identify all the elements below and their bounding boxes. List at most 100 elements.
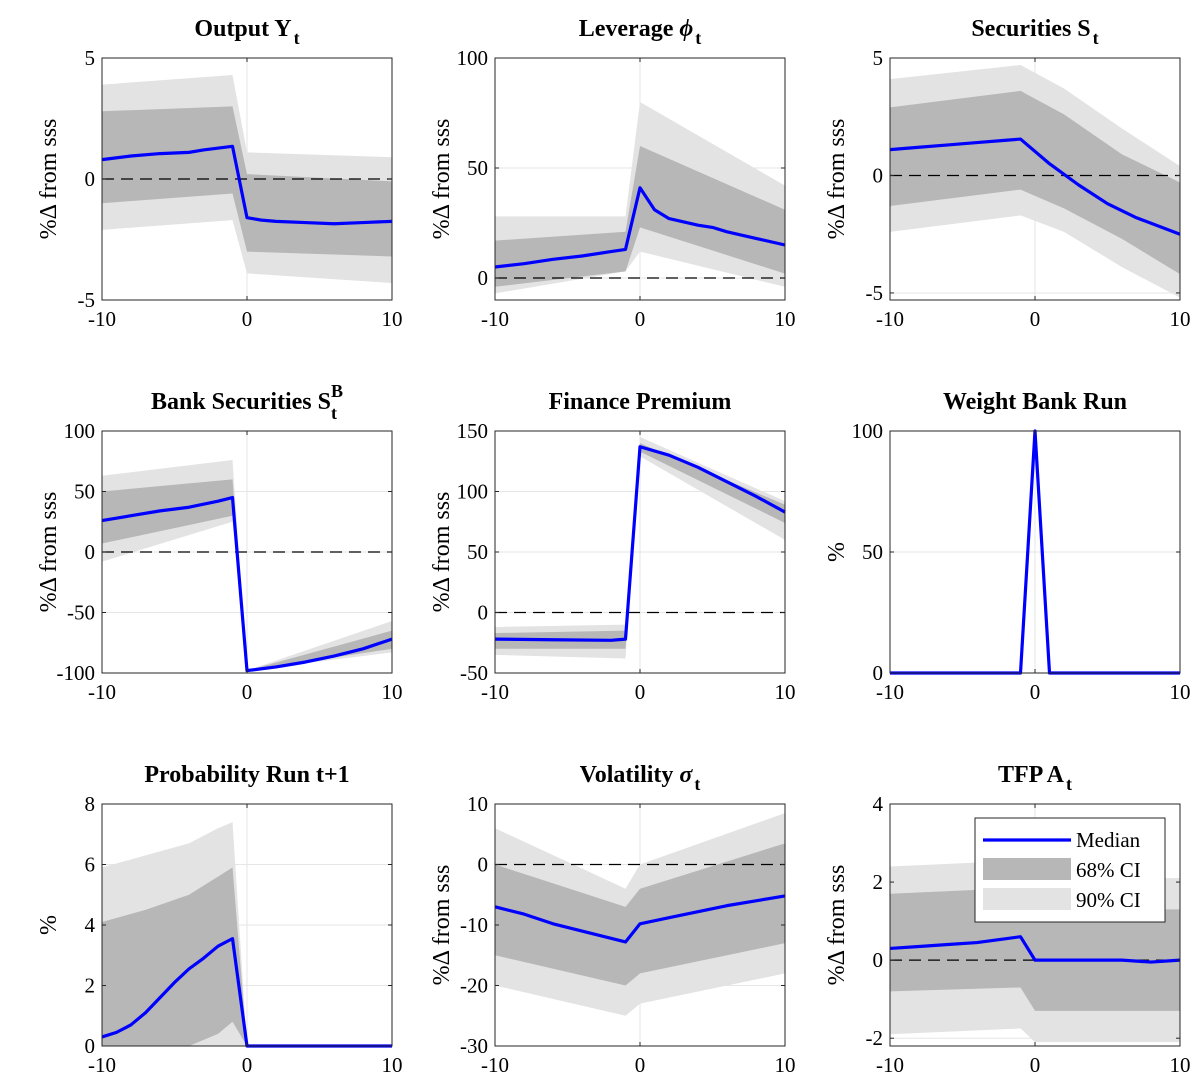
y-tick-label: -20 [460, 974, 488, 998]
y-tick-label: 0 [478, 266, 489, 290]
x-tick-label: -10 [88, 307, 116, 331]
x-tick-label: -10 [481, 1053, 509, 1077]
title-symbol: σ [679, 762, 693, 788]
y-tick-label: -10 [460, 913, 488, 937]
legend-ci90-swatch [983, 888, 1071, 910]
x-tick-label: -10 [481, 680, 509, 704]
ci68-band [102, 106, 392, 257]
x-tick-label: -10 [88, 680, 116, 704]
x-tick-label: 0 [635, 680, 646, 704]
x-tick-label: 10 [1170, 680, 1191, 704]
x-tick-label: 10 [1170, 1053, 1191, 1077]
y-tick-label: 50 [74, 480, 95, 504]
y-tick-label: -50 [67, 601, 95, 625]
chart-title: Finance Premium [549, 389, 732, 415]
x-tick-label: -10 [876, 680, 904, 704]
x-tick-label: 0 [1030, 680, 1041, 704]
y-tick-label: 8 [85, 792, 96, 816]
chart-title: Probability Run t+1 [144, 762, 349, 788]
title-text: Leverage [579, 16, 674, 42]
chart-title: Bank Securities SB t [151, 381, 343, 423]
ci68-band [102, 867, 392, 1046]
chart-title: Volatility σ t [580, 762, 701, 794]
x-tick-label: -10 [876, 1053, 904, 1077]
y-axis-label: %Δ from sss [36, 119, 62, 240]
y-tick-label: 100 [457, 480, 489, 504]
y-tick-label: 150 [457, 419, 489, 443]
chart-title: Weight Bank Run [943, 389, 1127, 415]
median-line [101, 144, 393, 226]
x-tick-label: 0 [242, 680, 253, 704]
y-tick-label: 100 [852, 419, 884, 443]
x-tick-label: 10 [1170, 307, 1191, 331]
y-axis-label: % [36, 915, 62, 935]
title-text: Weight Bank Run [943, 389, 1127, 415]
ci68-band [102, 479, 392, 671]
y-tick-label: 0 [85, 540, 96, 564]
y-tick-label: -2 [866, 1026, 884, 1050]
y-tick-label: 5 [873, 46, 884, 70]
title-subscript: t [1066, 774, 1072, 794]
ci68-band [890, 90, 1180, 275]
title-subscript: t [294, 28, 300, 48]
y-tick-label: 2 [873, 870, 884, 894]
x-tick-label: 0 [635, 1053, 646, 1077]
y-tick-label: -5 [866, 281, 884, 305]
y-tick-label: 50 [467, 156, 488, 180]
x-tick-label: -10 [876, 307, 904, 331]
y-tick-label: 6 [85, 853, 96, 877]
title-subscript: t [1093, 28, 1099, 48]
x-tick-label: 0 [635, 307, 646, 331]
x-tick-label: 10 [775, 680, 796, 704]
title-superscript: B [331, 381, 343, 401]
title-text: TFP A [998, 762, 1065, 788]
y-axis-label: %Δ from sss [824, 865, 850, 986]
y-tick-label: -50 [460, 661, 488, 685]
title-subscript: t [695, 28, 701, 48]
median-line [494, 894, 786, 944]
y-axis-label: %Δ from sss [429, 492, 455, 613]
chart-title: Leverage ϕ t [579, 16, 702, 48]
title-text: Finance Premium [549, 389, 732, 415]
legend-ci90-label: 90% CI [1076, 888, 1141, 912]
y-tick-label: 100 [457, 46, 489, 70]
y-tick-label: 0 [873, 948, 884, 972]
y-tick-label: 10 [467, 792, 488, 816]
y-tick-label: 50 [862, 540, 883, 564]
x-tick-label: 10 [775, 1053, 796, 1077]
y-tick-label: 0 [873, 661, 884, 685]
y-tick-label: -30 [460, 1034, 488, 1058]
median-line [494, 445, 786, 642]
x-tick-label: -10 [481, 307, 509, 331]
legend-ci68-swatch [983, 858, 1071, 880]
y-tick-label: 0 [478, 853, 489, 877]
y-tick-label: 0 [873, 163, 884, 187]
x-tick-label: 0 [242, 307, 253, 331]
title-text: Bank Securities S [151, 389, 331, 415]
y-tick-label: 5 [85, 46, 96, 70]
x-tick-label: 10 [382, 307, 403, 331]
panel-5: 150 100 50 0 -50-10 0 10 Finance Premium %Δ from… [429, 389, 796, 704]
ci90-band [495, 437, 785, 659]
y-tick-label: -5 [78, 288, 96, 312]
x-tick-label: 10 [775, 307, 796, 331]
median-line [889, 935, 1181, 964]
title-subscript: t [331, 403, 337, 423]
ci68-band [495, 146, 785, 287]
y-tick-label: 4 [85, 913, 96, 937]
x-tick-label: 0 [1030, 307, 1041, 331]
ci68-band [495, 843, 785, 986]
legend-ci68-label: 68% CI [1076, 858, 1141, 882]
y-tick-label: 2 [85, 974, 96, 998]
title-subscript: t [694, 774, 700, 794]
median-line [101, 937, 392, 1048]
x-tick-label: 10 [382, 1053, 403, 1077]
y-tick-label: 0 [85, 167, 96, 191]
legend-median-label: Median [1076, 828, 1141, 852]
